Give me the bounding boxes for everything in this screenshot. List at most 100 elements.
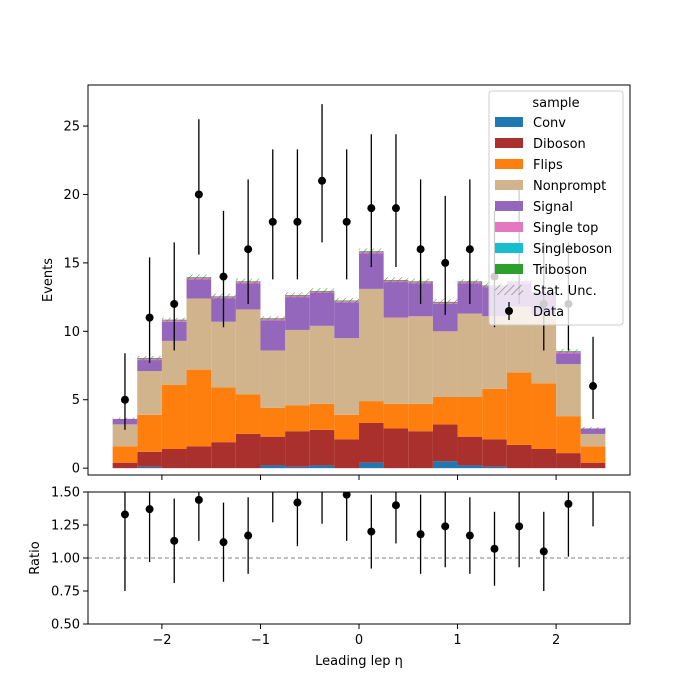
ratio-axes-frame <box>87 491 631 625</box>
bar-diboson <box>383 428 409 469</box>
bar-flips <box>112 446 138 463</box>
legend-swatch <box>495 222 523 232</box>
bar-nonprompt <box>359 288 384 402</box>
bar-conv <box>457 465 483 469</box>
ratio-point <box>342 492 351 499</box>
legend-label: Nonprompt <box>533 179 606 194</box>
bar-nonprompt <box>112 424 138 447</box>
bar-diboson <box>235 433 261 469</box>
bar-signal <box>137 360 162 371</box>
data-point <box>391 204 400 213</box>
legend-entry-single-top: Single top <box>495 221 598 236</box>
main-y-axis-label: Events <box>41 258 56 302</box>
y-tick-label: 15 <box>63 256 80 271</box>
legend-label: Diboson <box>533 137 586 152</box>
bar-diboson <box>531 449 557 469</box>
legend-swatch <box>495 180 523 190</box>
ratio-point <box>219 538 228 547</box>
ratio-point <box>391 501 400 510</box>
ratio-point <box>441 522 450 531</box>
ratio-y-tick-label: 0.75 <box>51 585 80 600</box>
ratio-point <box>145 505 154 514</box>
y-tick-label: 5 <box>72 393 80 408</box>
unc-band <box>260 316 286 321</box>
data-point <box>145 313 154 322</box>
bar-flips <box>211 387 236 443</box>
data-point <box>342 217 351 226</box>
main-y-ticks: 0 5 10 15 20 25 <box>63 120 88 477</box>
bar-signal <box>260 320 286 351</box>
ratio-point <box>539 547 548 556</box>
legend-label: Stat. Unc. <box>533 284 597 299</box>
main-x-ticks <box>161 475 557 480</box>
ratio-y-ticks: 0.50 0.75 1.00 1.25 1.50 <box>51 486 88 633</box>
legend-swatch <box>495 264 523 274</box>
legend: sample Conv Diboson Flips Nonprompt Signal Si… <box>488 90 624 326</box>
bar-diboson <box>506 444 532 469</box>
legend-entry-nonprompt: Nonprompt <box>495 179 606 194</box>
legend-marker <box>505 307 513 315</box>
series-conv <box>137 461 507 469</box>
legend-entry-flips: Flips <box>495 158 563 173</box>
bar-nonprompt <box>186 298 212 370</box>
unc-band <box>556 349 581 354</box>
bar-signal <box>309 293 335 326</box>
legend-label: Singleboson <box>533 242 612 257</box>
legend-swatch <box>495 159 523 169</box>
bar-flips <box>260 407 286 437</box>
data-point <box>120 395 129 404</box>
stacked-histogram <box>112 251 606 469</box>
ratio-y-axis-label: Ratio <box>28 541 43 574</box>
legend-label: Single top <box>533 221 598 236</box>
ratio-point <box>318 472 326 480</box>
series-nonprompt <box>112 288 606 447</box>
legend-label: Signal <box>533 200 573 215</box>
ratio-y-tick-label: 0.50 <box>51 618 80 633</box>
bar-signal <box>556 353 581 365</box>
bar-diboson <box>432 424 458 462</box>
legend-entry-singleboson: Singleboson <box>495 242 612 257</box>
bar-flips <box>309 403 335 430</box>
ratio-x-tick-label: 0 <box>355 633 363 648</box>
bar-conv <box>432 461 458 469</box>
unc-band <box>580 427 606 430</box>
series-flips <box>112 369 606 463</box>
bar-diboson <box>112 462 138 469</box>
bar-nonprompt <box>457 313 483 397</box>
bar-flips <box>383 403 409 429</box>
bar-flips <box>137 414 162 452</box>
legend-entry-signal: Signal <box>495 200 573 215</box>
bar-diboson <box>211 442 236 469</box>
bar-diboson <box>334 439 359 469</box>
data-point <box>219 272 228 281</box>
data-point <box>318 176 327 185</box>
data-point <box>170 299 179 308</box>
ratio-point <box>416 530 425 539</box>
bar-conv <box>285 466 310 469</box>
bar-flips <box>161 384 187 449</box>
legend-entry-stat-unc: Stat. Unc. <box>495 284 597 299</box>
bar-flips <box>482 388 507 440</box>
bar-diboson <box>482 439 507 467</box>
data-point <box>293 217 302 226</box>
bar-conv <box>482 466 507 469</box>
legend-swatch <box>495 243 523 253</box>
data-point <box>465 245 474 254</box>
ratio-points <box>120 472 594 591</box>
unc-band <box>285 292 310 298</box>
bar-flips <box>359 401 384 423</box>
bar-flips <box>235 394 261 434</box>
legend-swatch <box>495 117 523 127</box>
bar-diboson <box>309 429 335 466</box>
ratio-point <box>367 527 376 536</box>
data-point <box>268 217 277 226</box>
bar-flips <box>457 397 483 437</box>
bar-diboson <box>359 423 384 463</box>
bar-diboson <box>556 453 581 469</box>
unc-band <box>309 288 335 294</box>
ratio-point <box>515 522 524 531</box>
y-tick-label: 10 <box>63 325 80 340</box>
bar-diboson <box>408 431 433 469</box>
bar-flips <box>531 383 557 449</box>
